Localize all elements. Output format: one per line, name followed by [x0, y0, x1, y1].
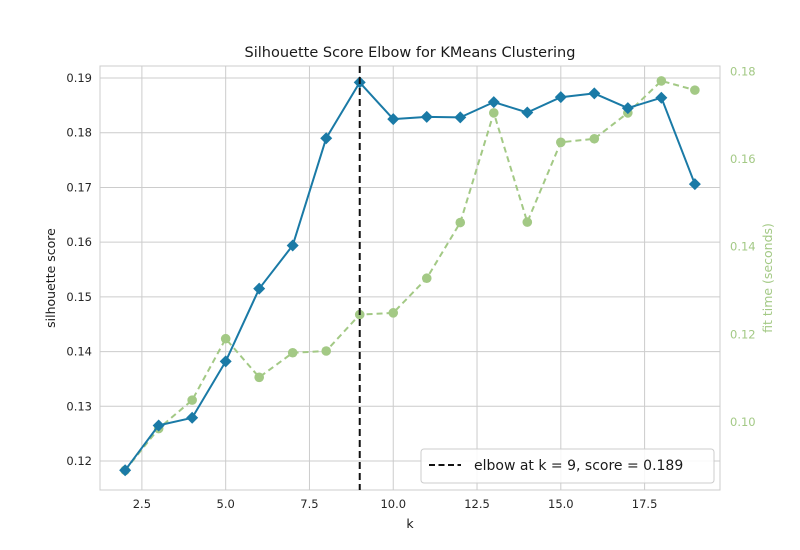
- series-layer: [119, 76, 701, 477]
- silhouette-point: [588, 87, 601, 100]
- y2-tick-label: 0.18: [730, 64, 756, 78]
- silhouette-point: [688, 178, 701, 191]
- y-tick-label: 0.19: [66, 71, 92, 85]
- y2-tick-label: 0.14: [730, 240, 756, 254]
- fit-time-point: [589, 133, 600, 144]
- silhouette-line: [124, 81, 696, 471]
- y2-tick-label: 0.10: [730, 415, 756, 429]
- x-tick-label: 17.5: [632, 497, 658, 511]
- y-tick-labels: 0.12 0.13 0.14 0.15 0.16 0.17 0.18 0.19: [66, 71, 92, 468]
- silhouette-point: [387, 113, 400, 126]
- silhouette-series: [119, 76, 701, 477]
- fit-time-point: [187, 395, 197, 405]
- x-tick-label: 12.5: [464, 497, 490, 511]
- silhouette-point: [487, 96, 500, 109]
- y-tick-label: 0.12: [66, 454, 92, 468]
- silhouette-point: [320, 132, 333, 145]
- plot-frame: [99, 65, 721, 491]
- silhouette-point: [621, 102, 634, 115]
- silhouette-point: [286, 239, 299, 252]
- silhouette-point: [454, 111, 467, 124]
- fit-time-point: [522, 217, 533, 227]
- silhouette-point: [119, 464, 132, 477]
- y-tick-label: 0.14: [66, 345, 92, 359]
- fit-time-series: [120, 76, 700, 476]
- fit-time-line: [124, 79, 696, 471]
- silhouette-point: [420, 110, 433, 123]
- y-tick-label: 0.15: [66, 290, 92, 304]
- y2-axis-label: fit time (seconds): [760, 223, 775, 333]
- y2-tick-label: 0.16: [730, 152, 756, 166]
- silhouette-point: [219, 355, 232, 368]
- chart-title: Silhouette Score Elbow for KMeans Cluste…: [245, 45, 576, 61]
- legend-box: [420, 448, 715, 484]
- grid-lines: [100, 66, 720, 490]
- fit-time-point: [388, 308, 399, 318]
- silhouette-point: [655, 91, 668, 104]
- fit-time-point: [455, 217, 466, 228]
- legend: elbow at k = 9, score = 0.189: [420, 448, 715, 484]
- silhouette-point: [253, 282, 266, 295]
- legend-label-elbow: elbow at k = 9, score = 0.189: [474, 458, 683, 474]
- silhouette-point: [554, 91, 567, 104]
- fit-time-point: [287, 347, 298, 358]
- x-tick-label: 10.0: [380, 497, 406, 511]
- fit-time-point: [321, 346, 332, 356]
- fit-time-point: [421, 273, 432, 284]
- silhouette-point: [152, 419, 165, 432]
- silhouette-point: [186, 411, 199, 424]
- x-tick-label: 15.0: [548, 497, 574, 511]
- fit-time-point: [690, 85, 700, 95]
- y-tick-label: 0.17: [66, 180, 92, 194]
- fit-time-point: [254, 372, 264, 383]
- x-tick-label: 5.0: [217, 497, 235, 511]
- fit-time-point: [656, 76, 667, 86]
- y-tick-label: 0.16: [66, 235, 92, 249]
- x-tick-labels: 2.5 5.0 7.5 10.0 12.5 15.0 17.5: [133, 497, 658, 511]
- y2-tick-label: 0.12: [730, 327, 756, 341]
- y2-tick-labels: 0.10 0.12 0.14 0.16 0.18: [730, 64, 756, 429]
- fit-time-point: [556, 137, 566, 148]
- fit-time-point: [488, 108, 499, 118]
- fit-time-point: [220, 333, 231, 344]
- x-tick-label: 2.5: [133, 497, 151, 511]
- x-tick-label: 7.5: [300, 497, 318, 511]
- x-axis-label: k: [406, 516, 414, 531]
- y-tick-label: 0.18: [66, 126, 92, 140]
- silhouette-point: [521, 106, 534, 119]
- y-axis-label: silhouette score: [43, 228, 58, 328]
- y-tick-label: 0.13: [66, 399, 92, 413]
